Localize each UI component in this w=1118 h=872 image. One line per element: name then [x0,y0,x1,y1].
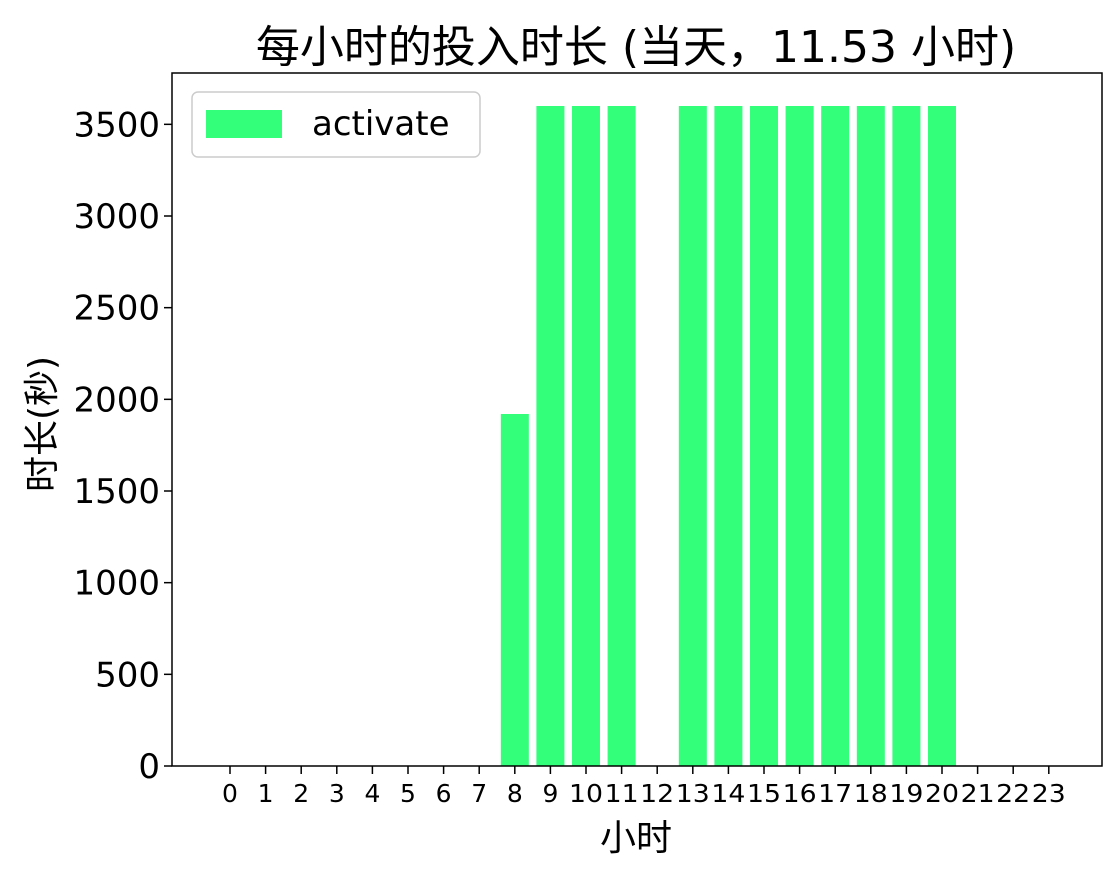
x-axis: 0 1 2 3 4 5 6 7 8 9 10 11 12 13 14 15 16 17 18 19 20 21 22 23 [222,766,1066,808]
x-tick-label: 2 [293,779,309,808]
x-tick-label: 18 [854,779,888,808]
x-tick-label: 1 [258,779,274,808]
y-tick-label: 3000 [73,197,160,237]
x-tick-label: 15 [747,779,781,808]
y-tick-label: 0 [138,747,160,787]
x-tick-label: 19 [889,779,923,808]
x-tick-label: 3 [329,779,345,808]
bar-hour-15 [750,106,778,766]
plot-frame [171,72,1103,767]
bar-hour-14 [714,106,743,766]
x-tick-label: 7 [471,779,487,808]
x-tick-label: 5 [400,779,416,808]
bar-hour-20 [928,106,956,766]
y-tick-label: 2500 [73,289,160,329]
y-tick-label: 1500 [73,472,160,512]
x-tick-label: 9 [542,779,558,808]
y-axis-label: 时长(秒) [22,356,63,492]
bar-group [500,106,956,766]
x-tick-label: 17 [818,779,852,808]
legend-label: activate [312,104,450,144]
bar-hour-19 [892,106,921,766]
x-tick-label: 8 [507,779,523,808]
x-tick-label: 14 [711,779,745,808]
y-tick-label: 1000 [73,564,160,604]
y-axis: 0 500 1000 1500 2000 2500 3000 3500 [73,105,172,787]
x-tick-label: 16 [783,779,817,808]
x-tick-label: 6 [436,779,452,808]
bar-hour-11 [607,106,636,766]
x-tick-label: 21 [961,779,995,808]
bar-hour-8 [500,414,529,766]
bar-hour-13 [678,106,707,766]
x-tick-label: 22 [996,779,1030,808]
bar-hour-9 [536,106,565,766]
legend: activate [191,91,481,158]
y-tick-label: 500 [95,655,160,695]
x-tick-label: 13 [676,779,710,808]
x-tick-label: 11 [605,779,639,808]
bar-hour-10 [572,106,600,766]
x-tick-label: 0 [222,779,238,808]
legend-swatch [206,110,282,138]
x-tick-label: 10 [569,779,603,808]
chart-title: 每小时的投入时长 (当天，11.53 小时) [256,22,1016,73]
bar-hour-17 [821,106,850,766]
x-tick-label: 4 [364,779,380,808]
x-tick-label: 20 [925,779,959,808]
x-axis-label: 小时 [600,818,672,859]
legend-frame [191,91,481,158]
bar-hour-16 [785,106,814,766]
x-tick-label: 12 [640,779,674,808]
y-tick-label: 3500 [73,105,160,145]
bar-hour-18 [856,106,885,766]
y-tick-label: 2000 [73,380,160,420]
x-tick-label: 23 [1032,779,1066,808]
